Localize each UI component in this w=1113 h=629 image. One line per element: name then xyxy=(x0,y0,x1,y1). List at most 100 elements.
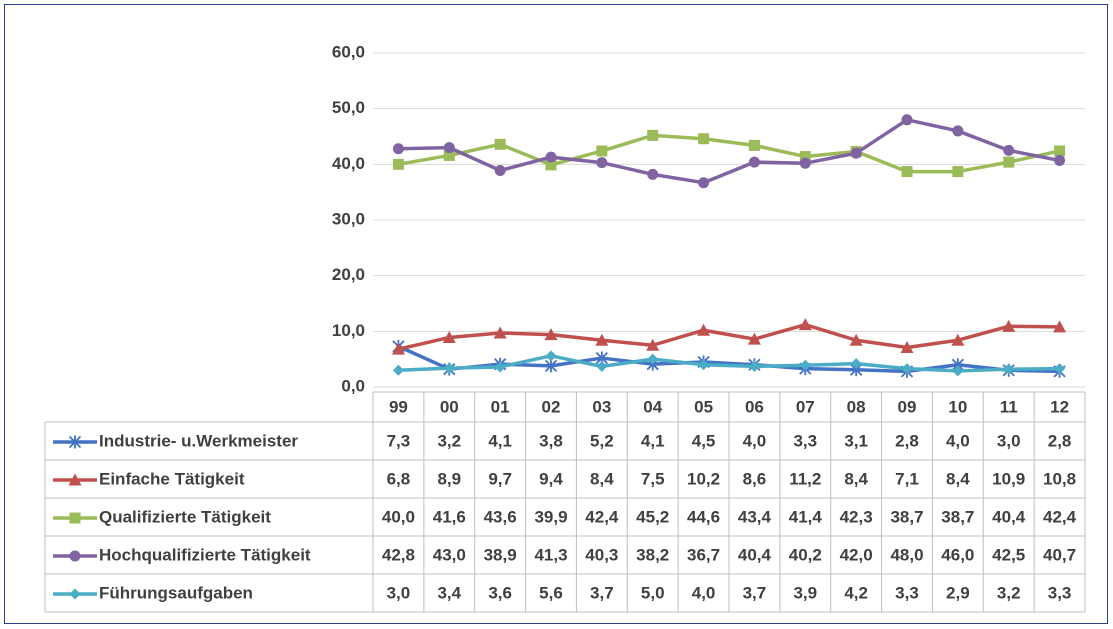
table-value: 4,0 xyxy=(743,431,767,450)
legend-marker xyxy=(69,550,81,562)
x-tick-label: 04 xyxy=(643,397,662,416)
marker xyxy=(952,365,964,377)
marker xyxy=(494,138,506,150)
marker xyxy=(952,125,964,137)
y-tick-label: 10,0 xyxy=(332,321,365,340)
table-value: 42,3 xyxy=(840,507,873,526)
marker xyxy=(647,353,659,365)
marker xyxy=(545,159,557,171)
table-value: 8,4 xyxy=(590,469,614,488)
marker xyxy=(646,338,660,351)
marker xyxy=(1054,154,1066,166)
table-value: 3,4 xyxy=(437,583,461,602)
marker xyxy=(799,151,811,163)
marker xyxy=(1003,144,1015,156)
marker xyxy=(798,318,812,331)
table-value: 2,8 xyxy=(1048,431,1072,450)
table-value: 41,3 xyxy=(534,545,567,564)
table-value: 5,0 xyxy=(641,583,665,602)
marker xyxy=(1054,145,1066,157)
table-value: 8,4 xyxy=(946,469,970,488)
marker xyxy=(1053,320,1067,333)
marker xyxy=(494,361,506,373)
y-tick-label: 60,0 xyxy=(332,42,365,61)
marker xyxy=(442,330,456,343)
marker xyxy=(748,139,760,151)
legend-label: Einfache Tätigkeit xyxy=(99,469,245,488)
marker xyxy=(850,147,862,159)
table-value: 45,2 xyxy=(636,507,669,526)
legend-marker xyxy=(68,435,82,449)
table-value: 8,6 xyxy=(743,469,767,488)
marker xyxy=(392,158,404,170)
table-value: 10,2 xyxy=(687,469,720,488)
table-value: 3,3 xyxy=(793,431,817,450)
marker xyxy=(391,342,405,355)
table-value: 3,9 xyxy=(793,583,817,602)
table-value: 42,4 xyxy=(585,507,619,526)
table-value: 40,3 xyxy=(585,545,618,564)
table-value: 2,9 xyxy=(946,583,970,602)
y-tick-label: 50,0 xyxy=(332,98,365,117)
marker xyxy=(1054,363,1066,375)
marker xyxy=(596,157,608,169)
marker xyxy=(799,157,811,169)
legend-label: Industrie- u.Werkmeister xyxy=(99,431,298,450)
marker xyxy=(698,359,710,371)
table-value: 9,7 xyxy=(488,469,512,488)
x-tick-label: 99 xyxy=(389,397,408,416)
table-value: 8,9 xyxy=(437,469,461,488)
table-value: 5,2 xyxy=(590,431,614,450)
x-tick-label: 10 xyxy=(948,397,967,416)
marker xyxy=(952,166,964,178)
marker xyxy=(900,340,914,353)
table-value: 10,8 xyxy=(1043,469,1076,488)
table-value: 3,7 xyxy=(743,583,767,602)
x-tick-label: 01 xyxy=(491,397,510,416)
table-value: 3,0 xyxy=(997,431,1021,450)
x-tick-label: 09 xyxy=(898,397,917,416)
marker xyxy=(493,326,507,339)
x-tick-label: 02 xyxy=(542,397,561,416)
marker xyxy=(545,350,557,362)
table-value: 3,6 xyxy=(488,583,512,602)
table-value: 36,7 xyxy=(687,545,720,564)
marker xyxy=(544,328,558,341)
legend-label: Hochqualifizierte Tätigkeit xyxy=(99,545,311,564)
y-tick-label: 0,0 xyxy=(341,376,365,395)
table-value: 42,8 xyxy=(382,545,415,564)
marker xyxy=(595,333,609,346)
marker xyxy=(1003,156,1015,168)
marker xyxy=(647,168,659,180)
marker xyxy=(545,151,557,163)
table-value: 43,6 xyxy=(484,507,517,526)
table-value: 7,3 xyxy=(387,431,411,450)
table-value: 40,4 xyxy=(738,545,772,564)
table-value: 42,4 xyxy=(1043,507,1077,526)
marker xyxy=(747,332,761,345)
table-value: 11,2 xyxy=(789,469,821,488)
marker xyxy=(1002,319,1016,332)
marker xyxy=(647,129,659,141)
table-value: 4,1 xyxy=(488,431,512,450)
table-value: 4,0 xyxy=(692,583,716,602)
marker xyxy=(901,363,913,375)
x-tick-label: 08 xyxy=(847,397,866,416)
marker xyxy=(443,149,455,161)
marker xyxy=(698,177,710,189)
marker xyxy=(901,166,913,178)
marker xyxy=(748,360,760,372)
table-value: 3,8 xyxy=(539,431,563,450)
table-value: 42,0 xyxy=(840,545,873,564)
marker xyxy=(951,333,965,346)
table-value: 4,2 xyxy=(844,583,868,602)
legend-label: Führungsaufgaben xyxy=(99,583,253,602)
marker xyxy=(748,156,760,168)
marker xyxy=(494,164,506,176)
table-value: 3,1 xyxy=(844,431,868,450)
table-value: 38,2 xyxy=(636,545,669,564)
series-line xyxy=(398,322,1060,351)
marker xyxy=(443,142,455,154)
x-tick-label: 11 xyxy=(1000,397,1018,416)
